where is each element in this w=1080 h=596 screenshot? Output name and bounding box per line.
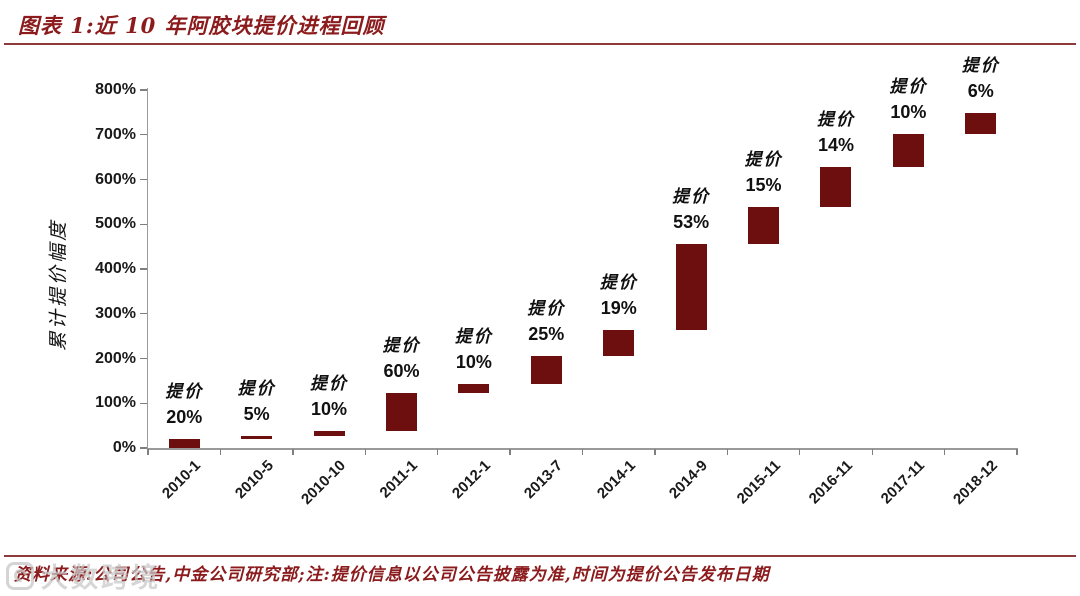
bar-2017-11 bbox=[892, 134, 924, 168]
x-tick-mark bbox=[292, 449, 294, 455]
bar-label-prefix: 提价 bbox=[310, 373, 349, 394]
bar-label-value: 53% bbox=[673, 212, 710, 233]
bar-label-2011-1: 提价 60% bbox=[356, 334, 446, 384]
bar-label-value: 10% bbox=[455, 351, 492, 372]
bar-label-2010-5: 提价 5% bbox=[212, 377, 302, 427]
y-tick-label: 400% bbox=[95, 260, 136, 277]
bar-2013-7 bbox=[530, 356, 562, 384]
bar-label-prefix: 提价 bbox=[816, 110, 855, 131]
bar-2010-10 bbox=[313, 430, 345, 437]
x-tick-mark bbox=[509, 449, 511, 455]
x-tick-mark bbox=[364, 449, 366, 455]
bar-label-2016-11: 提价 14% bbox=[791, 108, 881, 158]
bar-label-2013-7: 提价 25% bbox=[501, 297, 591, 347]
y-tick-mark bbox=[140, 447, 147, 449]
bar-label-prefix: 提价 bbox=[744, 150, 783, 171]
bar-label-prefix: 提价 bbox=[237, 379, 276, 400]
x-tick-mark bbox=[1016, 449, 1018, 455]
bar-label-value: 14% bbox=[817, 135, 854, 156]
y-tick-mark bbox=[140, 402, 147, 404]
bar-2015-11 bbox=[748, 207, 780, 245]
y-tick-label: 300% bbox=[95, 304, 136, 322]
bar-2011-1 bbox=[385, 393, 417, 431]
bar-label-value: 20% bbox=[166, 407, 203, 428]
bar-2012-1 bbox=[458, 383, 490, 394]
y-tick-mark bbox=[140, 313, 147, 315]
bar-label-value: 10% bbox=[311, 398, 348, 419]
y-tick-mark bbox=[140, 178, 147, 181]
bar-label-value: 5% bbox=[243, 404, 270, 425]
bar-label-prefix: 提价 bbox=[599, 273, 638, 294]
bar-label-value: 15% bbox=[745, 175, 782, 196]
figure-title: 图表 1:近 10 年阿胶块提价进程回顾 bbox=[18, 13, 385, 38]
bar-label-value: 6% bbox=[967, 81, 994, 101]
x-tick-mark bbox=[654, 449, 656, 455]
y-tick-label: 200% bbox=[95, 349, 136, 367]
bar-2016-11 bbox=[820, 167, 852, 208]
bar-label-prefix: 提价 bbox=[382, 336, 421, 357]
source-note: 资料来源:公司公告,中金公司研究部;注:提价信息以公司公告披露为准,时间为提价公… bbox=[14, 565, 770, 585]
x-tick-mark bbox=[581, 449, 584, 455]
bar-label-2015-11: 提价 15% bbox=[719, 148, 809, 198]
bar-label-2014-1: 提价 19% bbox=[574, 271, 664, 321]
x-tick-mark bbox=[147, 449, 149, 455]
bar-2010-5 bbox=[241, 436, 273, 440]
bar-label-prefix: 提价 bbox=[961, 56, 1000, 76]
bar-label-2018-12: 提价 6% bbox=[936, 54, 1026, 104]
bar-2014-9 bbox=[675, 244, 707, 331]
y-tick-mark bbox=[140, 89, 147, 91]
bar-label-2012-1: 提价 10% bbox=[429, 325, 519, 375]
x-axis-line bbox=[146, 448, 1018, 450]
footer-divider bbox=[4, 555, 1076, 557]
bar-2018-12 bbox=[965, 113, 997, 135]
bar-2014-1 bbox=[603, 330, 635, 357]
bar-label-value: 25% bbox=[528, 324, 565, 345]
x-tick-mark bbox=[871, 449, 873, 455]
x-tick-mark bbox=[726, 449, 729, 455]
bar-label-prefix: 提价 bbox=[165, 382, 204, 403]
title-underline bbox=[4, 43, 1076, 45]
y-tick-label: 500% bbox=[95, 215, 136, 233]
y-tick-label: 0% bbox=[112, 439, 136, 456]
bar-label-2010-10: 提价 10% bbox=[284, 372, 374, 422]
bar-2010-1 bbox=[168, 439, 200, 448]
bar-label-prefix: 提价 bbox=[672, 187, 711, 208]
y-tick-label: 800% bbox=[95, 81, 136, 98]
x-tick-mark bbox=[943, 449, 946, 455]
bar-label-value: 60% bbox=[383, 361, 420, 382]
bar-label-2010-1: 提价 20% bbox=[139, 380, 229, 430]
bar-label-value: 10% bbox=[890, 102, 927, 123]
y-tick-label: 100% bbox=[95, 394, 136, 412]
x-tick-mark bbox=[799, 449, 801, 455]
y-tick-mark bbox=[140, 268, 147, 270]
y-tick-mark bbox=[140, 134, 147, 136]
bar-label-2017-11: 提价 10% bbox=[863, 75, 953, 125]
y-tick-mark bbox=[140, 357, 147, 360]
x-tick-mark bbox=[437, 449, 439, 455]
bar-label-prefix: 提价 bbox=[527, 299, 566, 320]
y-tick-label: 700% bbox=[95, 125, 136, 143]
y-axis-line bbox=[146, 88, 148, 450]
y-tick-label: 600% bbox=[95, 170, 136, 188]
y-tick-mark bbox=[140, 223, 147, 225]
bar-label-value: 19% bbox=[600, 298, 637, 319]
bar-label-2014-9: 提价 53% bbox=[646, 185, 736, 235]
x-tick-mark bbox=[219, 449, 222, 455]
bar-label-prefix: 提价 bbox=[454, 326, 493, 347]
bar-label-prefix: 提价 bbox=[889, 77, 928, 98]
